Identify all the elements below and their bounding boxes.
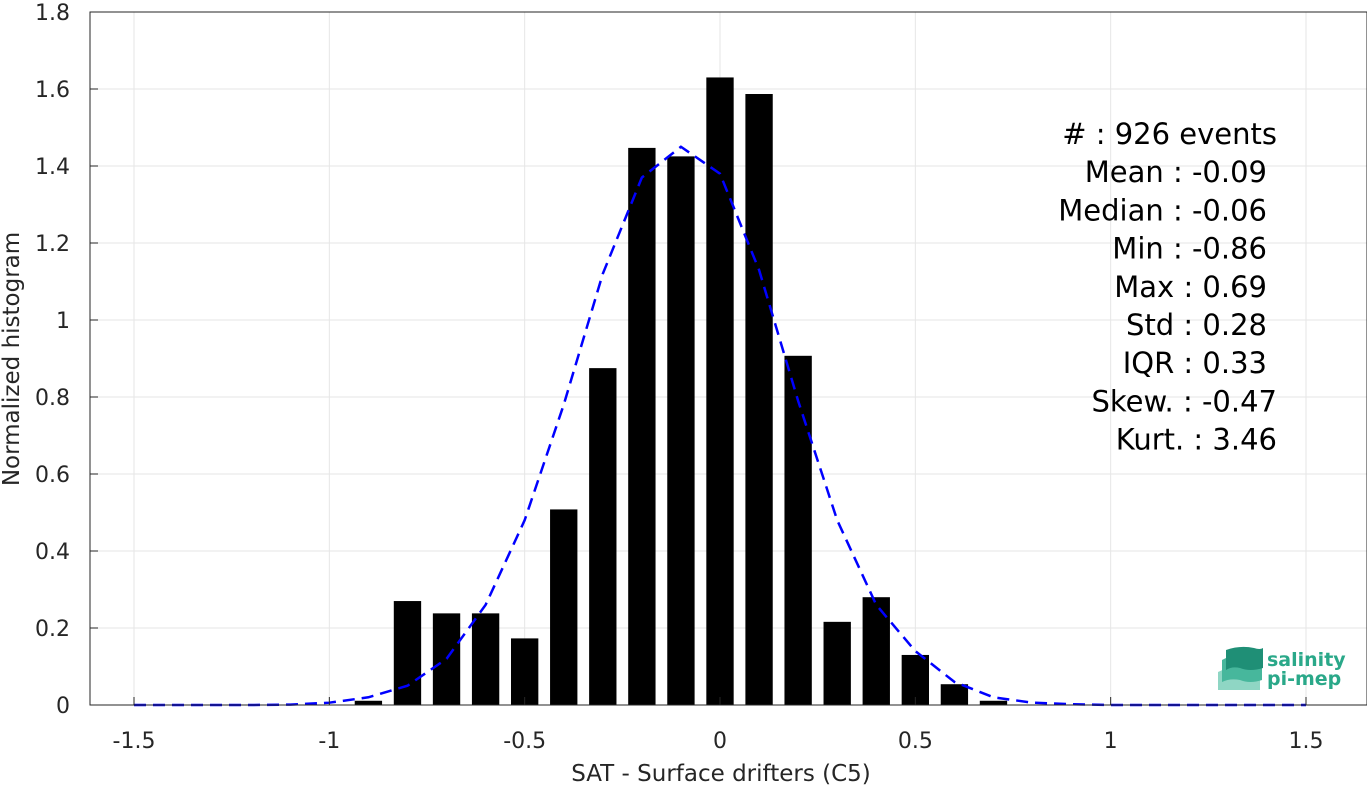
y-tick-label: 1.8 [35, 1, 70, 26]
y-tick-label: 0.4 [35, 540, 70, 565]
histogram-bar [667, 156, 695, 705]
stat-line: Mean : -0.09 [1085, 155, 1267, 189]
y-tick-label: 1 [56, 309, 70, 334]
x-tick-label: -0.5 [503, 729, 546, 754]
stat-line: Kurt. : 3.46 [1116, 423, 1277, 457]
logo-line1: salinity [1267, 649, 1346, 671]
ticks [90, 11, 1307, 706]
stat-line: IQR : 0.33 [1123, 346, 1267, 380]
stat-line: Std : 0.28 [1126, 308, 1267, 342]
histogram-bar [862, 597, 890, 705]
y-tick-label: 0.2 [35, 617, 70, 642]
salinity-pi-mep-logo: salinity pi-mep [1218, 646, 1346, 690]
histogram-bar [745, 94, 773, 705]
stat-line: Skew. : -0.47 [1091, 384, 1277, 418]
x-tick-label: 0 [713, 729, 727, 754]
x-tick-label: 1 [1104, 729, 1118, 754]
stat-line: Min : -0.86 [1112, 232, 1267, 266]
y-tick-label: 0 [56, 694, 70, 719]
y-tick-label: 0.6 [35, 463, 70, 488]
histogram-bar [784, 355, 812, 705]
y-tick-label: 1.4 [35, 155, 70, 180]
bars [354, 77, 1008, 705]
y-tick-labels: 0 0.2 0.4 0.6 0.8 1 1.2 1.4 1.6 1.8 [35, 1, 70, 719]
histogram-bar [510, 638, 539, 705]
histogram-bar [432, 613, 461, 705]
histogram-bar [706, 77, 734, 705]
histogram-bar [823, 621, 851, 705]
histogram-bar [354, 700, 383, 705]
stat-line: # : 926 events [1062, 117, 1277, 151]
y-tick-label: 1.6 [35, 78, 70, 103]
stat-line: Median : -0.06 [1058, 193, 1267, 227]
stat-line: Max : 0.69 [1114, 270, 1267, 304]
histogram-bar [940, 684, 969, 705]
histogram-bar [589, 368, 617, 705]
x-tick-label: 0.5 [898, 729, 933, 754]
y-axis-label: Normalized histogram [0, 232, 25, 486]
wave-logo-icon [1218, 646, 1263, 690]
y-tick-label: 1.2 [35, 232, 70, 257]
histogram-bar [901, 654, 930, 705]
x-axis-label: SAT - Surface drifters (C5) [571, 761, 871, 785]
stats-box: # : 926 events Mean : -0.09 Median : -0.06… [1058, 117, 1277, 457]
axes-box [89, 11, 1367, 706]
logo-line2: pi-mep [1267, 668, 1341, 690]
histogram-bar [628, 147, 656, 705]
x-tick-labels: -1.5 -1 -0.5 0 0.5 1 1.5 [113, 729, 1324, 754]
x-tick-label: 1.5 [1289, 729, 1324, 754]
histogram-bar [550, 509, 578, 705]
histogram-bar [393, 601, 422, 705]
histogram-bar [471, 613, 500, 705]
histogram-bar [979, 700, 1008, 705]
y-tick-label: 0.8 [35, 386, 70, 411]
x-tick-label: -1.5 [113, 729, 156, 754]
x-tick-label: -1 [318, 729, 340, 754]
